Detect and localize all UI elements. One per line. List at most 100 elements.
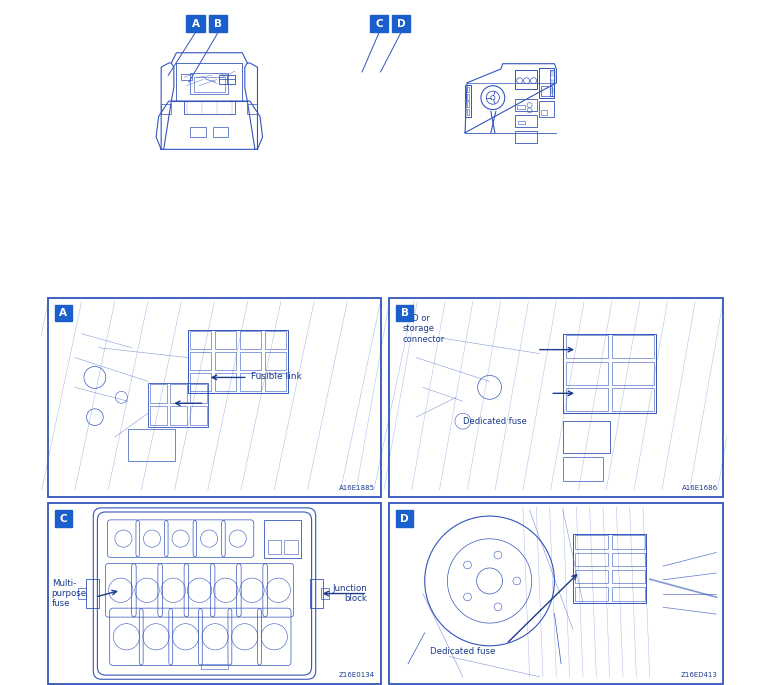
FancyBboxPatch shape (392, 16, 410, 32)
Bar (240, 352, 260, 370)
Bar (190, 73, 228, 94)
Bar (563, 457, 603, 481)
Bar (566, 388, 607, 411)
Bar (541, 110, 548, 114)
Text: Dedicated fuse: Dedicated fuse (429, 647, 495, 656)
Bar (78, 588, 86, 599)
Bar (190, 384, 207, 403)
Text: B: B (214, 19, 222, 29)
Bar (389, 298, 723, 497)
Bar (566, 335, 607, 358)
Bar (201, 664, 228, 669)
Bar (177, 63, 242, 101)
Bar (538, 101, 554, 117)
Bar (220, 79, 227, 84)
Bar (247, 104, 257, 114)
Bar (215, 373, 236, 391)
Bar (87, 579, 99, 608)
Bar (573, 534, 647, 603)
Bar (612, 362, 654, 385)
Bar (184, 101, 235, 114)
Text: A: A (192, 19, 200, 29)
Bar (612, 335, 654, 358)
Bar (541, 86, 552, 96)
Bar (611, 587, 645, 601)
Bar (215, 352, 236, 370)
FancyBboxPatch shape (396, 510, 413, 527)
Bar (190, 352, 210, 370)
Bar (194, 77, 224, 92)
Bar (214, 127, 228, 137)
Bar (190, 373, 210, 391)
Bar (170, 384, 187, 403)
FancyBboxPatch shape (187, 16, 205, 32)
Bar (190, 127, 206, 137)
Bar (575, 570, 608, 584)
Bar (190, 331, 210, 349)
Bar (220, 75, 227, 79)
Bar (265, 331, 286, 349)
Bar (575, 553, 608, 566)
Bar (575, 536, 608, 549)
Bar (465, 85, 471, 117)
Text: B: B (401, 308, 409, 318)
Bar (215, 331, 236, 349)
Bar (551, 70, 554, 96)
Bar (310, 579, 323, 608)
Text: D: D (400, 514, 409, 523)
Bar (466, 101, 469, 108)
FancyBboxPatch shape (55, 305, 72, 321)
FancyBboxPatch shape (370, 16, 389, 32)
Bar (389, 503, 723, 684)
Bar (517, 105, 525, 110)
Bar (128, 429, 174, 461)
Bar (466, 86, 469, 92)
Text: A16E1885: A16E1885 (339, 485, 375, 491)
Bar (240, 331, 260, 349)
Bar (161, 104, 171, 114)
Bar (265, 373, 286, 391)
Text: C: C (60, 514, 68, 523)
Bar (566, 362, 607, 385)
Bar (150, 384, 167, 403)
Bar (538, 68, 554, 98)
Bar (227, 75, 235, 79)
Bar (284, 540, 297, 554)
Bar (466, 94, 469, 100)
Bar (515, 131, 537, 143)
Text: Z16ED413: Z16ED413 (680, 672, 717, 678)
Text: Fusible link: Fusible link (251, 372, 302, 381)
Bar (267, 540, 281, 554)
Bar (227, 79, 235, 84)
Text: A16E1686: A16E1686 (681, 485, 717, 491)
Bar (321, 588, 329, 599)
Text: C: C (376, 19, 383, 29)
Bar (515, 114, 537, 127)
Bar (515, 99, 537, 112)
Bar (611, 570, 645, 584)
Bar (48, 503, 381, 684)
Bar (611, 536, 645, 549)
Bar (466, 109, 469, 114)
Bar (240, 373, 260, 391)
Bar (551, 79, 554, 85)
Text: A: A (59, 308, 68, 318)
Bar (220, 75, 235, 84)
Bar (181, 75, 191, 81)
Bar (575, 587, 608, 601)
Text: Z16E0134: Z16E0134 (339, 672, 375, 678)
Bar (612, 388, 654, 411)
FancyBboxPatch shape (396, 305, 413, 321)
Bar (264, 520, 301, 558)
Text: D: D (397, 19, 406, 29)
Text: Multi-
purpose
fuse: Multi- purpose fuse (51, 579, 87, 608)
Bar (551, 88, 554, 93)
Bar (515, 70, 537, 89)
Bar (265, 352, 286, 370)
Bar (188, 329, 287, 393)
Text: Dedicated fuse: Dedicated fuse (463, 416, 527, 425)
Bar (563, 334, 657, 413)
Bar (190, 406, 207, 425)
Text: Junction
block: Junction block (333, 584, 367, 603)
Bar (170, 406, 187, 425)
